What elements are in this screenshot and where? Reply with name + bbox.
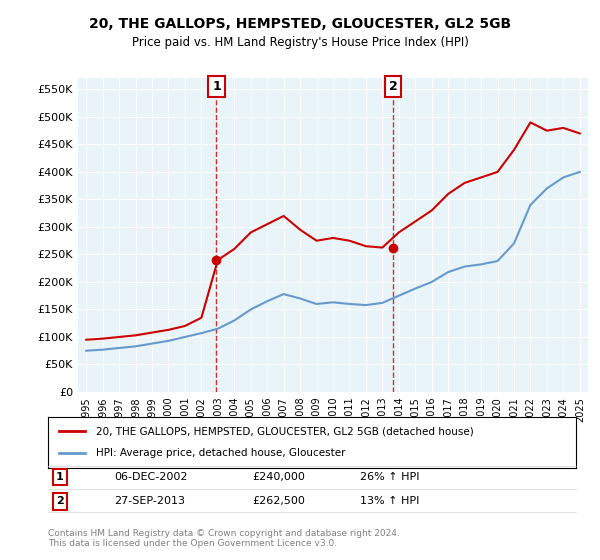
Text: 2: 2: [56, 496, 64, 506]
Text: Price paid vs. HM Land Registry's House Price Index (HPI): Price paid vs. HM Land Registry's House …: [131, 36, 469, 49]
Text: 20, THE GALLOPS, HEMPSTED, GLOUCESTER, GL2 5GB: 20, THE GALLOPS, HEMPSTED, GLOUCESTER, G…: [89, 17, 511, 31]
Text: 26% ↑ HPI: 26% ↑ HPI: [360, 472, 419, 482]
Text: £240,000: £240,000: [252, 472, 305, 482]
Text: Contains HM Land Registry data © Crown copyright and database right 2024.: Contains HM Land Registry data © Crown c…: [48, 529, 400, 538]
Text: 13% ↑ HPI: 13% ↑ HPI: [360, 496, 419, 506]
Text: This data is licensed under the Open Government Licence v3.0.: This data is licensed under the Open Gov…: [48, 539, 337, 548]
Text: 1: 1: [212, 80, 221, 93]
Text: 1: 1: [56, 472, 64, 482]
Text: 2: 2: [389, 80, 398, 93]
Text: £262,500: £262,500: [252, 496, 305, 506]
Text: 27-SEP-2013: 27-SEP-2013: [114, 496, 185, 506]
Text: HPI: Average price, detached house, Gloucester: HPI: Average price, detached house, Glou…: [95, 449, 345, 459]
Text: 20, THE GALLOPS, HEMPSTED, GLOUCESTER, GL2 5GB (detached house): 20, THE GALLOPS, HEMPSTED, GLOUCESTER, G…: [95, 426, 473, 436]
Text: 06-DEC-2002: 06-DEC-2002: [114, 472, 187, 482]
